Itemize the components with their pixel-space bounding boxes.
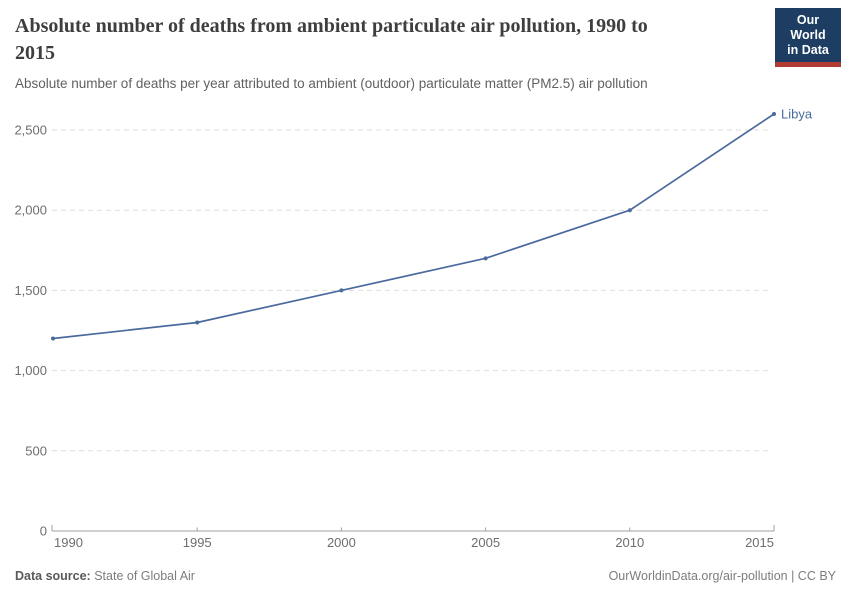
line-chart: 0 500 1,000 1,500 2,000 2,500 1990 1995 2000 2005…	[14, 106, 813, 550]
data-source: Data source: State of Global Air	[15, 569, 195, 583]
x-tick-label: 2015	[745, 535, 774, 550]
data-source-value: State of Global Air	[94, 569, 195, 583]
x-tick-label: 1990	[54, 535, 83, 550]
y-tick-label: 2,500	[14, 123, 47, 138]
chart-subtitle: Absolute number of deaths per year attri…	[15, 76, 648, 91]
data-point	[195, 320, 200, 325]
data-point	[483, 256, 488, 261]
owid-logo[interactable]: Our World in Data	[775, 8, 841, 67]
x-tick-label: 2000	[327, 535, 356, 550]
data-source-label: Data source:	[15, 569, 91, 583]
owid-logo-line1: Our World	[790, 13, 826, 42]
y-tick-label: 1,500	[14, 283, 47, 298]
x-tick-label: 2010	[615, 535, 644, 550]
owid-license-link[interactable]: OurWorldinData.org/air-pollution | CC BY	[608, 569, 836, 583]
data-point	[627, 208, 632, 213]
series-line	[52, 113, 775, 340]
page-title: Absolute number of deaths from ambient p…	[15, 15, 648, 64]
x-tick-label: 1995	[183, 535, 212, 550]
y-tick-label: 500	[25, 443, 47, 458]
data-point	[339, 288, 344, 293]
owid-logo-line2: in Data	[787, 43, 829, 57]
series-end-label: Libya	[781, 106, 813, 121]
data-point	[772, 111, 776, 116]
data-point	[51, 336, 55, 341]
x-tick-label: 2005	[471, 535, 500, 550]
y-tick-label: 1,000	[14, 363, 47, 378]
y-tick-label: 2,000	[14, 203, 47, 218]
y-tick-label: 0	[40, 524, 47, 539]
chart-footer: Data source: State of Global Air OurWorl…	[15, 569, 836, 583]
